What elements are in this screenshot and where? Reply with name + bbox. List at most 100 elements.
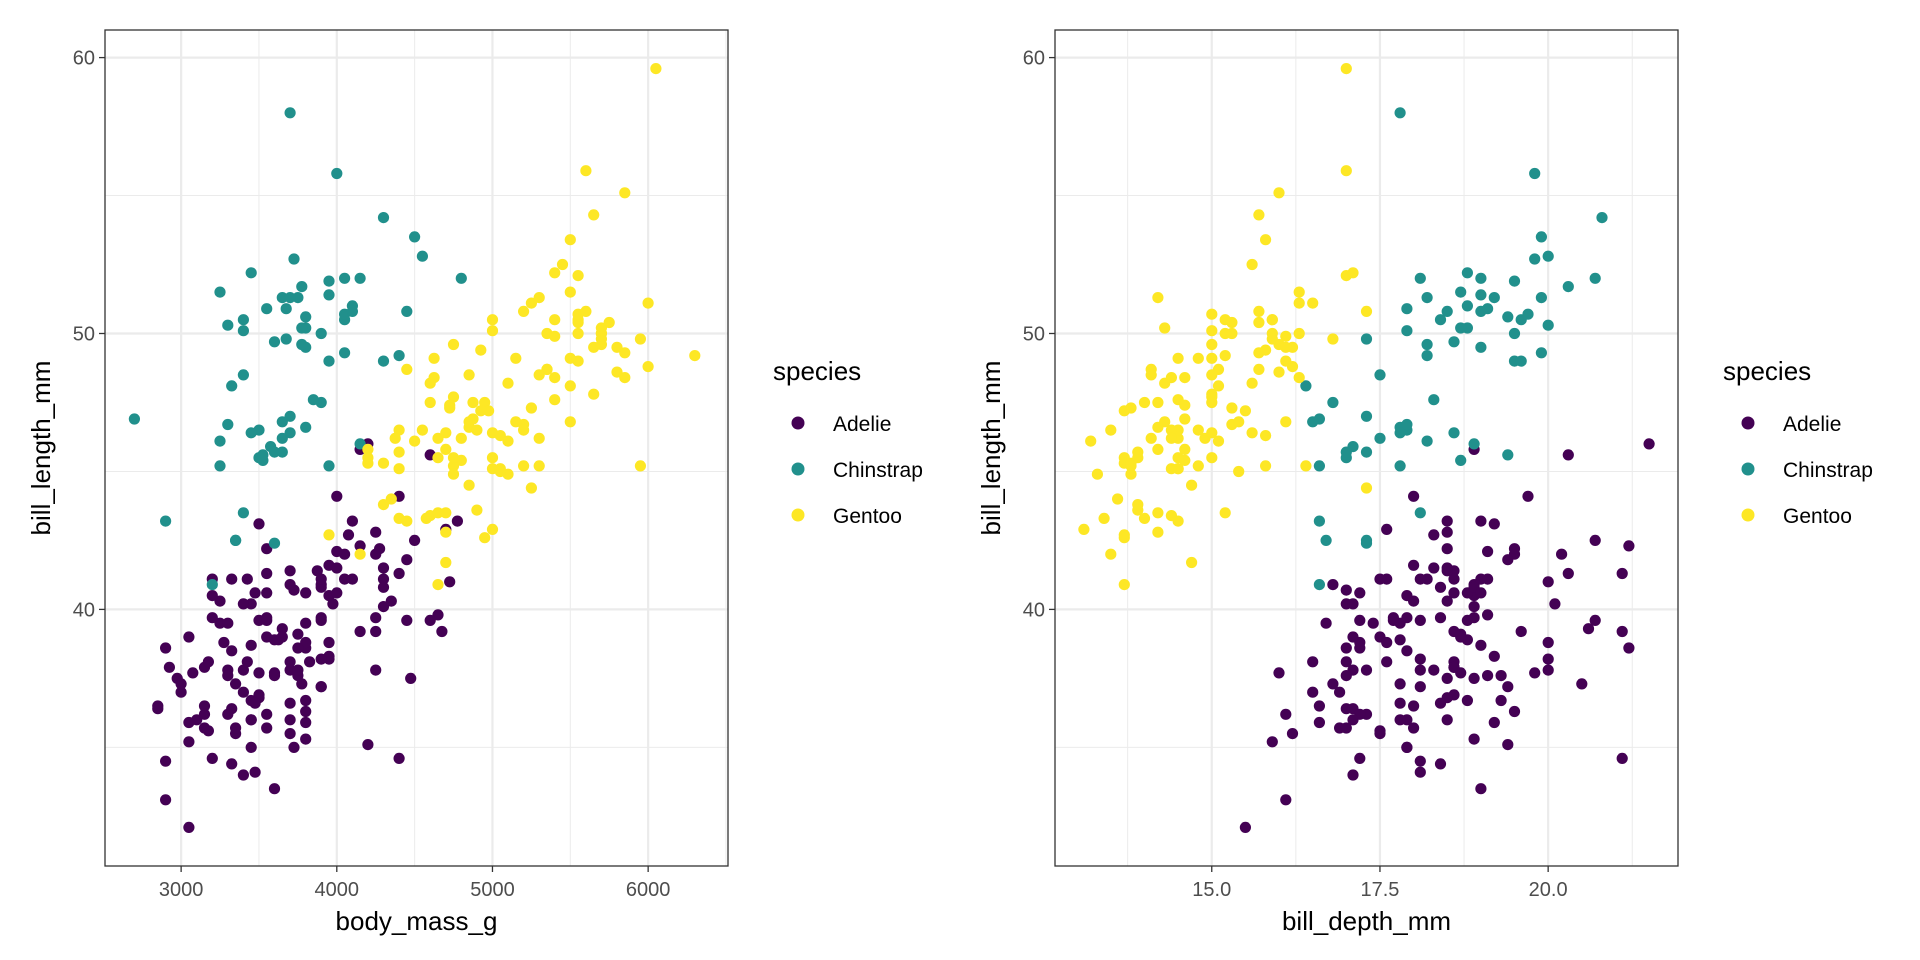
point-gentoo (1186, 556, 1198, 569)
point-adelie (1488, 518, 1500, 530)
point-adelie (1502, 554, 1514, 566)
point-chinstrap (1562, 281, 1574, 293)
point-adelie (249, 587, 261, 599)
point-adelie (261, 722, 273, 734)
legend-items: Adelie Chinstrap Gentoo (791, 413, 923, 528)
point-gentoo (595, 322, 608, 334)
point-gentoo (1293, 327, 1305, 340)
point-gentoo (447, 338, 460, 351)
point-adelie (1320, 617, 1332, 629)
legend-label-adelie: Adelie (833, 413, 891, 436)
point-chinstrap (1535, 347, 1547, 359)
point-adelie (1461, 694, 1473, 707)
point-gentoo (416, 424, 428, 436)
point-adelie (1414, 766, 1426, 778)
point-gentoo (1206, 369, 1218, 381)
point-adelie (1414, 614, 1426, 627)
x-tick-label: 17.5 (1360, 879, 1399, 901)
point-adelie (202, 656, 214, 668)
point-chinstrap (237, 507, 249, 519)
point-gentoo (549, 330, 561, 342)
point-chinstrap (323, 355, 335, 367)
point-gentoo (409, 435, 421, 447)
point-gentoo (572, 316, 584, 329)
legend-key-gentoo (791, 508, 805, 522)
point-adelie (222, 670, 234, 682)
point-gentoo (377, 499, 390, 511)
point-adelie (1562, 567, 1574, 580)
point-chinstrap (1374, 369, 1386, 381)
point-adelie (1502, 681, 1514, 693)
point-gentoo (1280, 341, 1292, 353)
point-adelie (1347, 714, 1359, 726)
point-chinstrap (1374, 432, 1386, 444)
point-chinstrap (1542, 250, 1554, 262)
point-gentoo (1246, 258, 1258, 271)
point-chinstrap (1320, 534, 1332, 547)
point-gentoo (595, 333, 608, 345)
point-adelie (300, 636, 312, 649)
point-adelie (1488, 716, 1500, 729)
point-chinstrap (323, 460, 335, 472)
point-gentoo (1152, 396, 1164, 409)
point-gentoo (1186, 479, 1198, 491)
point-chinstrap (1475, 305, 1487, 317)
point-adelie (226, 645, 238, 657)
point-gentoo (564, 380, 576, 392)
point-adelie (1482, 670, 1494, 682)
point-adelie (222, 708, 234, 720)
point-gentoo (564, 234, 576, 246)
point-adelie (1475, 515, 1487, 527)
point-gentoo (588, 209, 600, 221)
point-chinstrap (237, 325, 249, 337)
point-adelie (1448, 587, 1460, 599)
point-gentoo (1179, 399, 1191, 411)
point-gentoo (1360, 305, 1373, 317)
point-chinstrap (284, 410, 296, 422)
panel-bill-depth: 15.0 17.5 20.0 40 50 60 bill_depth_mm bill_l… (976, 29, 1679, 936)
point-gentoo (619, 187, 631, 199)
point-chinstrap (1475, 289, 1487, 301)
point-adelie (253, 667, 265, 679)
point-chinstrap (1300, 380, 1312, 392)
point-adelie (1340, 670, 1352, 682)
point-gentoo (393, 463, 405, 475)
point-gentoo (1118, 405, 1130, 417)
point-gentoo (1360, 482, 1373, 494)
point-gentoo (389, 432, 401, 444)
point-adelie (1381, 523, 1393, 536)
point-chinstrap (1448, 336, 1460, 348)
point-chinstrap (1360, 534, 1373, 547)
point-adelie (230, 678, 242, 690)
point-adelie (206, 752, 218, 765)
point-chinstrap (276, 292, 288, 304)
point-adelie (1562, 449, 1574, 461)
point-gentoo (1300, 460, 1312, 472)
point-chinstrap (284, 292, 296, 304)
point-chinstrap (276, 432, 288, 444)
legend-key-chinstrap (1741, 462, 1755, 476)
x-axis-title: body_mass_g (336, 906, 498, 936)
point-adelie (1401, 645, 1413, 657)
point-gentoo (1091, 468, 1103, 480)
point-gentoo (447, 460, 460, 472)
point-chinstrap (284, 427, 296, 439)
point-adelie (1441, 543, 1453, 555)
point-adelie (1441, 672, 1453, 685)
point-adelie (253, 518, 265, 530)
x-ticks: 3000 4000 5000 6000 (159, 866, 670, 901)
point-chinstrap (1394, 107, 1406, 119)
point-adelie (451, 515, 463, 527)
point-adelie (1468, 601, 1480, 613)
point-gentoo (1260, 234, 1272, 246)
point-adelie (346, 515, 358, 527)
point-gentoo (420, 512, 432, 525)
point-adelie (1239, 821, 1251, 834)
point-gentoo (323, 529, 335, 541)
point-adelie (1313, 716, 1325, 729)
point-gentoo (1212, 435, 1225, 447)
point-gentoo (1239, 405, 1251, 417)
point-chinstrap (1414, 507, 1426, 519)
point-gentoo (447, 468, 460, 480)
point-chinstrap (1327, 396, 1339, 409)
